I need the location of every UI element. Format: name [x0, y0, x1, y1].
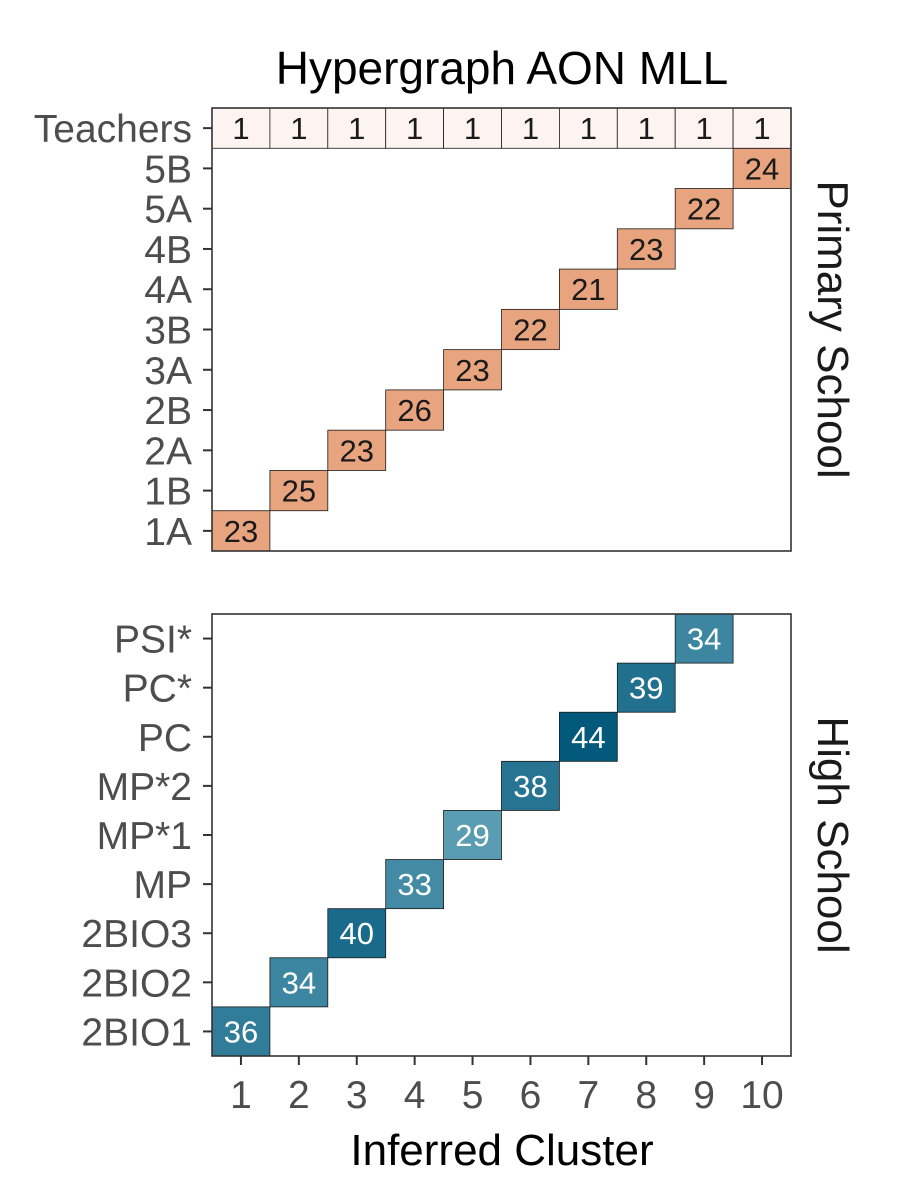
- cell-value-label: 1: [290, 111, 307, 146]
- cell-value-label: 1: [696, 111, 713, 146]
- y-tick-label: MP*1: [97, 815, 192, 858]
- y-tick-label: 5A: [144, 189, 192, 232]
- heatmap-cell: [616, 228, 676, 270]
- x-tick-label: 4: [404, 1074, 426, 1117]
- facet-strip-label: Primary School: [808, 180, 857, 478]
- heatmap-cell: [674, 188, 734, 230]
- y-tick-label: 2B: [144, 390, 192, 433]
- cell-value-label: 1: [522, 111, 539, 146]
- heatmap-cell: [327, 107, 387, 149]
- heatmap-cell: [269, 470, 329, 512]
- heatmap-cell: [269, 107, 329, 149]
- heatmap-cell: [211, 1006, 271, 1057]
- heatmap-cell: [327, 908, 387, 959]
- x-tick-label: 1: [230, 1074, 252, 1117]
- heatmap-cell: [211, 107, 271, 149]
- y-tick-label: 5B: [144, 148, 192, 191]
- cell-value-label: 38: [513, 769, 547, 804]
- cell-value-label: 23: [455, 353, 489, 388]
- y-tick-label: MP: [134, 864, 193, 907]
- y-tick-label: 2BIO2: [81, 962, 192, 1005]
- panel-high: 3634403329384439342BIO12BIO22BIO3MPMP*1M…: [81, 613, 857, 1117]
- heatmap-cell: [674, 107, 734, 149]
- cell-value-label: 21: [571, 272, 605, 307]
- cell-value-label: 39: [629, 671, 663, 706]
- cell-value-label: 1: [232, 111, 249, 146]
- y-tick-label: 2BIO3: [81, 913, 192, 956]
- x-tick-label: 3: [346, 1074, 368, 1117]
- cell-value-label: 23: [224, 514, 258, 549]
- cell-value-label: 1: [638, 111, 655, 146]
- cell-value-label: 34: [687, 622, 721, 657]
- heatmap-cell: [443, 810, 502, 860]
- y-tick-label: PC: [138, 717, 192, 760]
- y-tick-label: 1A: [144, 511, 192, 554]
- heatmap-cell: [211, 510, 271, 552]
- cell-value-label: 23: [629, 232, 663, 267]
- heatmap-cell: [385, 859, 445, 910]
- cell-value-label: 44: [571, 720, 605, 755]
- x-tick-label: 7: [577, 1074, 599, 1117]
- y-tick-label: 3A: [144, 350, 192, 393]
- y-tick-label: 4A: [144, 269, 192, 312]
- heatmap-cell: [327, 429, 387, 471]
- y-tick-label: 2BIO1: [81, 1011, 192, 1054]
- y-tick-label: 1B: [144, 471, 192, 514]
- x-tick-label: 5: [462, 1074, 484, 1117]
- heatmap-cell: [616, 662, 676, 713]
- y-tick-label: 3B: [144, 310, 192, 353]
- cell-value-label: 29: [455, 818, 489, 853]
- heatmap-cell: [559, 107, 618, 149]
- heatmap-cell: [385, 107, 445, 149]
- x-tick-label: 6: [520, 1074, 542, 1117]
- cell-value-label: 22: [687, 192, 721, 227]
- x-axis-title: Inferred Cluster: [350, 1126, 653, 1175]
- cell-value-label: 40: [340, 916, 374, 951]
- heatmap-cell: [443, 107, 502, 149]
- cell-value-label: 36: [224, 1014, 258, 1049]
- heatmap-cell: [443, 349, 502, 391]
- heatmap-cell: [616, 107, 676, 149]
- cell-value-label: 25: [282, 474, 316, 509]
- heatmap-cell: [559, 268, 618, 310]
- heatmap-cell: [269, 957, 329, 1008]
- y-tick-label: 2A: [144, 430, 192, 473]
- cell-value-label: 1: [580, 111, 597, 146]
- y-tick-label: 4B: [144, 229, 192, 272]
- cell-value-label: 26: [397, 393, 431, 428]
- heatmap-cell: [385, 389, 445, 431]
- y-tick-label: PC*: [123, 668, 192, 711]
- x-tick-label: 8: [635, 1074, 657, 1117]
- heatmap-cell: [559, 711, 618, 762]
- heatmap-cell: [732, 107, 792, 149]
- cell-value-label: 33: [397, 867, 431, 902]
- chart-title: Hypergraph AON MLL: [276, 42, 729, 94]
- cell-value-label: 1: [348, 111, 365, 146]
- cell-value-label: 34: [282, 965, 316, 1000]
- panel-primary: 23 25 23 26 23 22 21 23 22 24 1 1 1 1 1 1 1 1 1 1 1A1B2A2B3A…: [34, 107, 857, 554]
- y-tick-label: PSI*: [114, 619, 192, 662]
- cell-value-label: 24: [745, 151, 779, 186]
- heatmap-cell: [501, 760, 560, 811]
- x-tick-label: 10: [740, 1074, 783, 1117]
- cell-value-label: 1: [753, 111, 770, 146]
- cell-value-label: 1: [464, 111, 481, 146]
- cell-value-label: 1: [406, 111, 423, 146]
- y-tick-label: MP*2: [97, 766, 192, 809]
- heatmap-cell: [501, 308, 560, 351]
- y-tick-label: Teachers: [34, 108, 192, 151]
- heatmap-cell: [501, 107, 560, 149]
- x-tick-label: 9: [693, 1074, 715, 1117]
- cell-value-label: 22: [513, 313, 547, 348]
- facet-strip-label: High School: [808, 716, 857, 953]
- x-tick-label: 2: [288, 1074, 310, 1117]
- cell-value-label: 23: [340, 433, 374, 468]
